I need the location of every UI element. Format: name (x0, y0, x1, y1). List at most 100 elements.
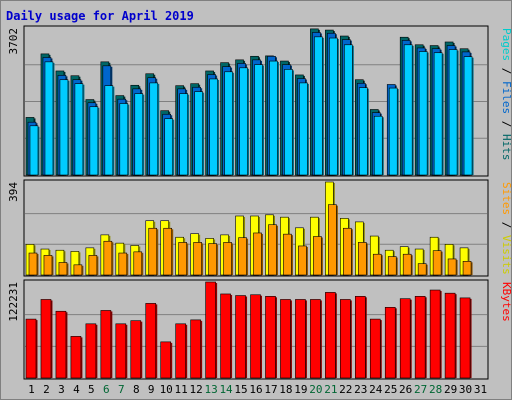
bar-face (224, 71, 233, 176)
bar-kbytes-day-27 (414, 296, 427, 379)
bar-face (459, 297, 471, 379)
bar-face (223, 242, 232, 276)
x-label-day-6: 6 (103, 383, 110, 396)
x-label-day-21: 21 (324, 383, 337, 396)
x-axis-labels: 1 2 3 4 5 6 7 8 9 10 11 12 13 14 15 16 17 18 19 20 21 22 23 24 2… (28, 383, 487, 396)
bar-sites-day-15 (238, 237, 249, 276)
bar-sites-day-14 (223, 242, 234, 276)
bar-side (442, 53, 444, 175)
bar-kbytes-day-16 (250, 294, 263, 379)
bar-sites-day-22 (343, 227, 353, 276)
bar-face (194, 91, 203, 176)
bar-sites-day-29 (447, 258, 458, 276)
bar-side (382, 117, 384, 175)
bar-sites-day-20 (313, 236, 323, 276)
bar-face (295, 299, 306, 379)
x-label-day-13: 13 (204, 383, 217, 396)
bar-kbytes-day-7 (115, 323, 128, 379)
bar-kbytes-day-15 (235, 295, 248, 379)
x-label-day-31: 31 (474, 383, 487, 396)
bar-face (340, 299, 351, 379)
legend-item: Visits (500, 235, 512, 275)
bar-face (299, 82, 308, 176)
bar-pages-day-3 (59, 79, 70, 176)
bar-face (250, 294, 261, 379)
bar-sites-day-17 (268, 224, 278, 276)
series-sites (28, 204, 473, 276)
bar-sites-day-5 (88, 255, 99, 276)
bar-face (28, 252, 38, 276)
bar-face (313, 236, 322, 276)
x-label-day-3: 3 (58, 383, 65, 396)
bar-side (78, 252, 81, 275)
bar-face (388, 87, 398, 176)
x-label-day-2: 2 (43, 383, 50, 396)
bar-face (265, 296, 276, 379)
bar-side (111, 242, 114, 275)
bar-side (38, 126, 40, 175)
bar-pages-day-1 (29, 125, 40, 176)
bar-face (384, 307, 396, 379)
bar-side (200, 320, 203, 378)
bar-sites-day-9 (148, 227, 159, 276)
bar-face (163, 227, 173, 276)
legend-item: Sites (500, 182, 512, 215)
bar-side (245, 296, 248, 378)
x-label-day-28: 28 (429, 383, 442, 396)
bar-side (185, 324, 188, 378)
bar-face (148, 227, 158, 276)
bar-face (235, 295, 246, 379)
bar-face (209, 78, 218, 176)
bar-pages-day-8 (134, 93, 145, 176)
bar-side (396, 257, 398, 275)
x-label-day-19: 19 (294, 383, 307, 396)
bar-side (321, 237, 323, 275)
bar-face (343, 227, 352, 276)
x-label-day-12: 12 (190, 383, 203, 396)
bar-sites-day-8 (133, 251, 144, 276)
bar-side (290, 300, 292, 378)
series-kbytes (25, 281, 472, 379)
bar-kbytes-day-3 (55, 310, 68, 379)
bar-pages-day-14 (224, 71, 235, 176)
bar-face (149, 82, 159, 176)
bar-kbytes-day-14 (220, 293, 233, 379)
bar-pages-day-9 (149, 82, 160, 176)
bar-side (456, 259, 458, 275)
x-label-day-17: 17 (264, 383, 277, 396)
bar-side (381, 255, 383, 275)
bar-side (350, 300, 352, 378)
bar-kbytes-day-29 (444, 292, 457, 379)
bar-side (260, 295, 263, 378)
bar-kbytes-day-19 (295, 299, 307, 379)
bar-side (320, 300, 322, 378)
bar-face (358, 87, 368, 176)
bar-face (100, 310, 112, 379)
x-label-day-18: 18 (279, 383, 292, 396)
legend-item: Pages (500, 28, 512, 61)
bar-pages-day-26 (403, 44, 414, 176)
bar-side (217, 79, 220, 175)
bar-kbytes-day-1 (25, 318, 38, 379)
bar-face (254, 64, 263, 176)
bar-side (440, 291, 442, 378)
bar-face (354, 296, 366, 379)
bar-kbytes-day-26 (399, 298, 412, 379)
bar-pages-day-4 (74, 83, 85, 176)
bar-kbytes-day-4 (70, 336, 83, 379)
bar-sites-day-26 (402, 253, 413, 276)
bar-side (247, 68, 250, 175)
legend-item: Hits (500, 134, 512, 161)
bar-side (261, 233, 264, 275)
bar-kbytes-day-23 (354, 296, 367, 379)
bar-face (325, 292, 336, 379)
bar-side (410, 299, 412, 378)
bar-sites-day-4 (73, 264, 84, 276)
bar-face (429, 289, 441, 379)
bar-side (171, 229, 174, 275)
bar-side (277, 62, 279, 175)
bar-face (310, 299, 321, 379)
series-pages (29, 36, 474, 176)
bar-face (283, 233, 292, 276)
y-axis-max-label: 122231 (7, 282, 20, 322)
